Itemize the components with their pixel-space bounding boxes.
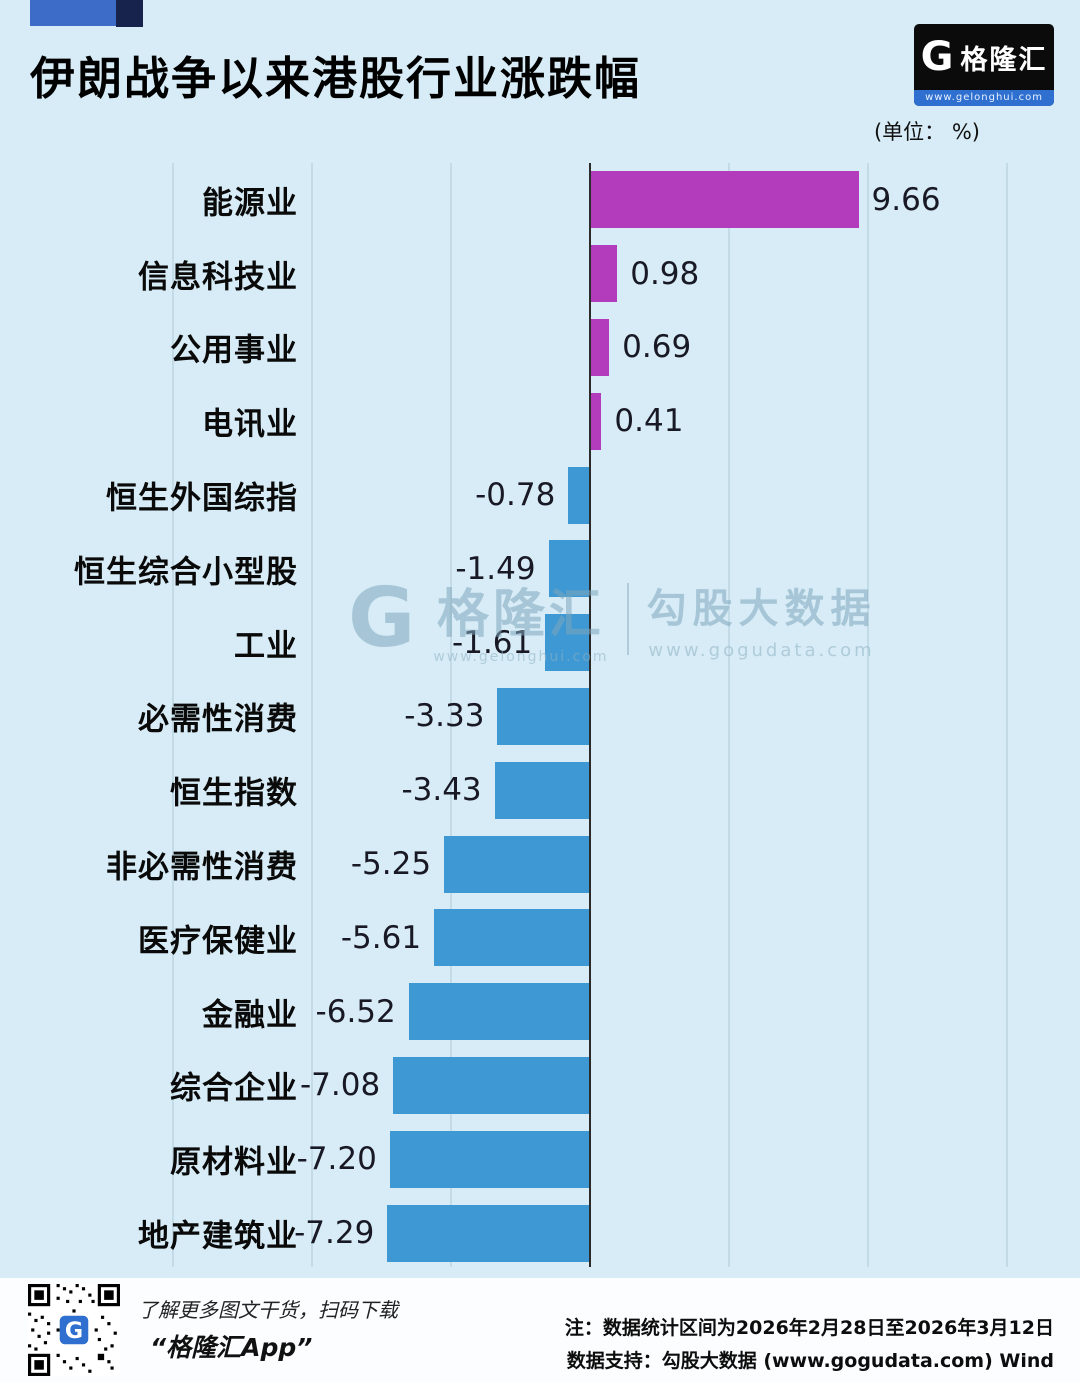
chart-row: 地产建筑业 -7.29: [0, 1196, 1080, 1270]
gelonghui-g-icon: G: [920, 34, 954, 80]
gridline: [728, 163, 730, 1267]
category-label: 工业: [234, 628, 298, 665]
value-label: -5.61: [340, 919, 422, 956]
category-label: 信息科技业: [138, 259, 298, 296]
category-label: 恒生外国综指: [106, 480, 298, 517]
category-label: 公用事业: [170, 332, 298, 369]
logo-name: 格隆汇: [960, 44, 1048, 76]
category-label: 医疗保健业: [138, 923, 298, 960]
value-label: 0.41: [614, 403, 684, 440]
chart-row: 恒生外国综指 -0.78: [0, 458, 1080, 532]
category-label: 恒生指数: [170, 775, 298, 812]
bar-negative: [548, 540, 590, 598]
bar-negative: [494, 761, 590, 819]
value-label: -7.29: [294, 1215, 375, 1252]
value-label: 9.66: [871, 181, 941, 218]
unit-label: (单位： %): [873, 120, 980, 144]
bar-negative: [408, 983, 590, 1041]
svg-text:G: G: [65, 1318, 83, 1344]
chart-row: 信息科技业 0.98: [0, 237, 1080, 311]
chart-row: 能源业 9.66: [0, 163, 1080, 237]
chart-row: 工业 -1.61: [0, 606, 1080, 680]
value-label: 0.69: [622, 329, 692, 366]
logo-row: G 格隆汇: [921, 24, 1048, 90]
category-label: 电讯业: [202, 406, 298, 443]
bar-negative: [434, 909, 590, 967]
chart-row: 恒生指数 -3.43: [0, 753, 1080, 827]
value-label: -5.25: [350, 846, 432, 883]
category-label: 金融业: [202, 997, 298, 1034]
bar-positive: [590, 171, 859, 229]
value-label: -1.61: [452, 624, 533, 661]
decorative-blue-bar: [30, 0, 116, 26]
chart-row: 公用事业 0.69: [0, 311, 1080, 385]
app-name-caption: “格隆汇App”: [150, 1333, 313, 1362]
page-title: 伊朗战争以来港股行业涨跌幅: [30, 52, 642, 105]
value-label: -3.33: [404, 698, 485, 735]
category-label: 恒生综合小型股: [74, 554, 298, 591]
category-label: 地产建筑业: [138, 1218, 298, 1255]
chart-row: 恒生综合小型股 -1.49: [0, 532, 1080, 606]
value-label: 0.98: [630, 255, 700, 292]
value-label: -7.20: [296, 1141, 377, 1178]
gridline: [1006, 163, 1008, 1267]
chart-row: 非必需性消费 -5.25: [0, 827, 1080, 901]
bar-negative: [389, 1130, 590, 1188]
value-label: -3.43: [401, 772, 482, 809]
value-label: -1.49: [455, 550, 536, 587]
bar-negative: [545, 614, 590, 672]
category-label: 必需性消费: [138, 701, 298, 738]
category-label: 原材料业: [170, 1144, 298, 1181]
gridline: [172, 163, 174, 1267]
chart-row: 必需性消费 -3.33: [0, 680, 1080, 754]
zero-axis-line: [589, 163, 591, 1267]
category-label: 综合企业: [170, 1070, 298, 1107]
bar-positive: [590, 392, 602, 450]
bar-negative: [497, 687, 590, 745]
gridline: [311, 163, 313, 1267]
footer: G 了解更多图文干货，扫码下载 “格隆汇App” 注：数据统计区间为2026年2…: [0, 1278, 1080, 1382]
chart-row: 综合企业 -7.08: [0, 1049, 1080, 1123]
bar-positive: [590, 245, 618, 303]
footnotes: 注：数据统计区间为2026年2月28日至2026年3月12日 数据支持：勾股大数…: [565, 1312, 1054, 1378]
qr-caption: 了解更多图文干货，扫码下载: [138, 1298, 398, 1322]
footnote-data-source: 数据支持：勾股大数据 (www.gogudata.com) Wind: [566, 1350, 1054, 1372]
qr-code-icon: G: [28, 1284, 120, 1376]
decorative-navy-square: [116, 0, 143, 27]
bar-negative: [387, 1204, 590, 1262]
value-label: -0.78: [475, 477, 556, 514]
chart-row: 金融业 -6.52: [0, 975, 1080, 1049]
value-label: -6.52: [315, 993, 396, 1030]
bar-positive: [590, 318, 610, 376]
category-label: 能源业: [202, 185, 298, 222]
footnote-date-range: 注：数据统计区间为2026年2月28日至2026年3月12日: [564, 1317, 1054, 1339]
bar-negative: [444, 835, 590, 893]
bar-negative: [568, 466, 590, 524]
value-label: -7.08: [299, 1067, 381, 1104]
chart-row: 医疗保健业 -5.61: [0, 901, 1080, 975]
gridline: [450, 163, 452, 1267]
chart-row: 电讯业 0.41: [0, 384, 1080, 458]
bar-negative: [393, 1056, 590, 1114]
gridline: [867, 163, 869, 1267]
gelonghui-logo: G 格隆汇 www.gelonghui.com: [914, 24, 1054, 106]
logo-url: www.gelonghui.com: [914, 90, 1054, 106]
chart-row: 原材料业 -7.20: [0, 1122, 1080, 1196]
chart: 能源业 9.66 信息科技业 0.98 公用事业 0.69 电讯业 0.41 恒生外国综指 -0.…: [0, 163, 1080, 1271]
category-label: 非必需性消费: [106, 849, 298, 886]
